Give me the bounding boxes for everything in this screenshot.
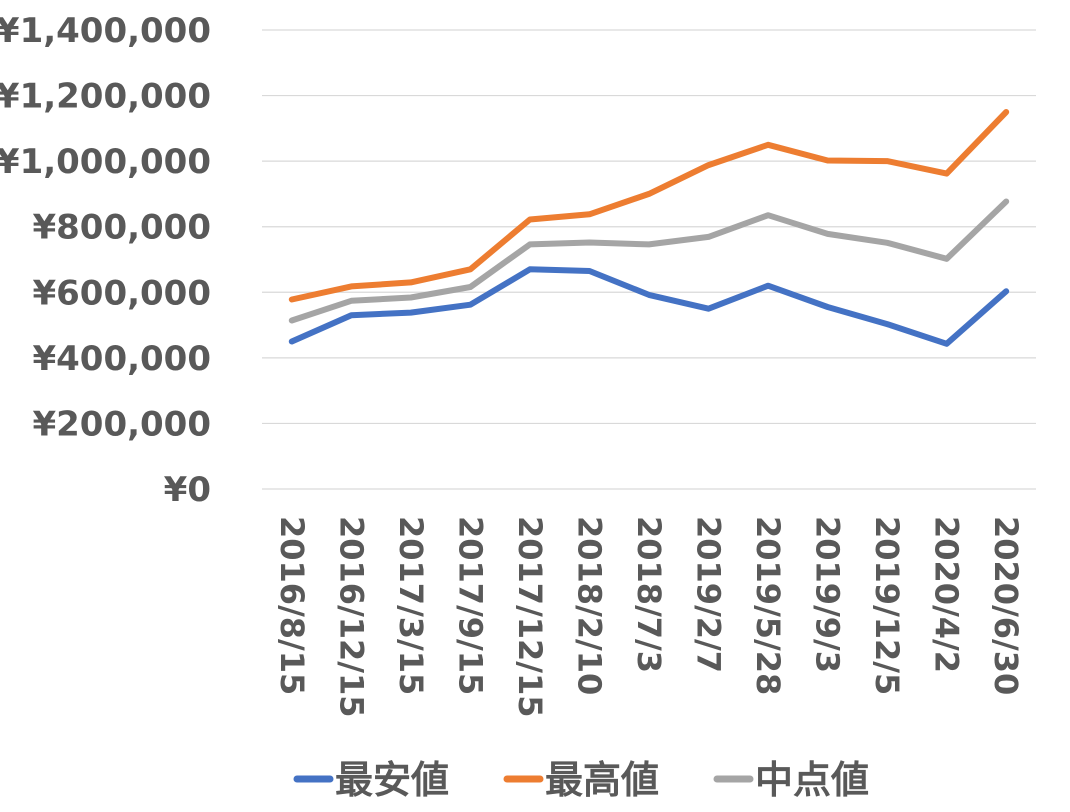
series-line-0 xyxy=(288,266,1010,347)
series-line-1 xyxy=(288,109,1010,303)
x-tick-label: 2019/12/5 xyxy=(868,516,906,695)
y-tick-label: ¥0 xyxy=(164,470,211,510)
x-tick-label: 2017/3/15 xyxy=(392,516,430,695)
y-axis-ticks: ¥0 ¥200,000 ¥400,000 ¥600,000 ¥800,000 ¥1,000… xyxy=(0,11,211,510)
x-tick-label: 2018/2/10 xyxy=(570,516,608,695)
x-tick-label: 2019/2/7 xyxy=(690,516,728,673)
x-tick-label: 2017/12/15 xyxy=(511,516,549,718)
series-lines xyxy=(288,109,1010,347)
x-tick-label: 2018/7/3 xyxy=(630,516,668,673)
y-tick-label: ¥200,000 xyxy=(32,404,211,444)
x-tick-label: 2019/9/3 xyxy=(809,516,847,673)
y-tick-label: ¥800,000 xyxy=(32,208,211,248)
grid-lines xyxy=(262,29,1036,490)
legend-label-0: 最安値 xyxy=(335,758,449,802)
x-tick-label: 2019/5/28 xyxy=(749,516,787,695)
y-tick-label: ¥400,000 xyxy=(32,339,211,379)
y-tick-label: ¥1,200,000 xyxy=(0,77,211,117)
y-tick-label: ¥1,400,000 xyxy=(0,11,211,51)
x-tick-label: 2020/4/2 xyxy=(928,516,966,673)
x-tick-label: 2016/8/15 xyxy=(273,516,311,695)
x-tick-label: 2016/12/15 xyxy=(332,516,370,718)
y-tick-label: ¥1,000,000 xyxy=(0,142,211,182)
legend: 最安値 最高値 中点値 xyxy=(293,758,869,802)
y-tick-label: ¥600,000 xyxy=(32,273,211,313)
legend-label-1: 最高値 xyxy=(545,758,659,802)
x-axis-ticks: 2016/8/15 2016/12/15 2017/3/15 2017/9/15 201… xyxy=(273,516,1025,718)
x-tick-label: 2017/9/15 xyxy=(451,516,489,695)
series-line-2 xyxy=(288,198,1010,324)
legend-label-2: 中点値 xyxy=(755,758,869,802)
x-tick-label: 2020/6/30 xyxy=(987,516,1025,695)
